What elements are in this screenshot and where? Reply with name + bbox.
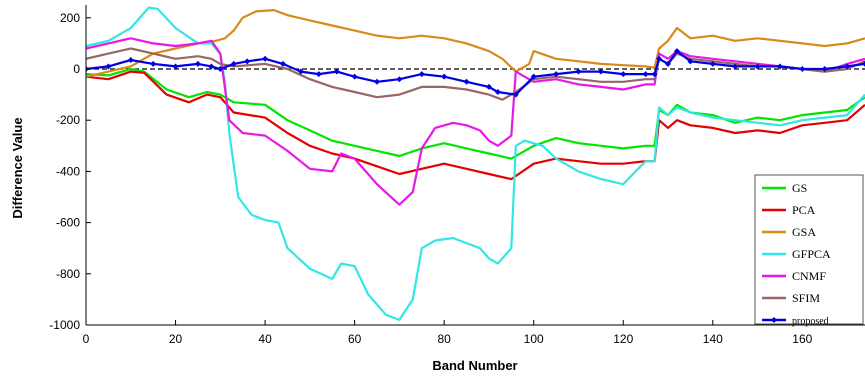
data-point-marker (279, 60, 286, 67)
y-axis-title: Difference Value (10, 117, 25, 218)
series-proposed (86, 48, 865, 98)
series-line-gfpca (86, 6, 865, 321)
data-point-marker (673, 48, 680, 55)
x-tick-label: 60 (348, 332, 362, 346)
data-point-marker (315, 71, 322, 78)
data-point-marker (194, 60, 201, 67)
legend-label-gsa: GSA (792, 225, 816, 239)
data-point-marker (396, 76, 403, 83)
data-point-marker (208, 63, 215, 70)
x-tick-label: 0 (83, 332, 90, 346)
x-tick-label: 80 (437, 332, 451, 346)
x-ticks: 0 20 40 60 80 100 120 140 160 (83, 320, 813, 346)
legend: GS PCA GSA GFPCA CNMF SFIM proposed (754, 174, 864, 327)
data-point-marker (553, 71, 560, 78)
series-gs (86, 67, 865, 160)
data-point-marker (665, 60, 672, 67)
y-tick-label: -600 (56, 216, 80, 230)
data-point-marker (230, 60, 237, 67)
x-axis-title: Band Number (432, 358, 517, 373)
data-point-marker (463, 78, 470, 85)
data-point-marker (150, 60, 157, 67)
data-point-marker (776, 63, 783, 70)
data-point-marker (127, 57, 134, 64)
data-point-marker (821, 66, 828, 72)
legend-label-pca: PCA (792, 203, 816, 217)
series-gfpca (86, 6, 865, 321)
series-layer (86, 6, 865, 321)
data-point-marker (732, 63, 739, 70)
y-tick-label: -200 (56, 113, 80, 127)
legend-label-cnmf: CNMF (792, 269, 826, 283)
data-point-marker (709, 60, 716, 67)
y-ticks: 200 0 -200 -400 -600 -800 -1000 (49, 11, 91, 332)
data-point-marker (651, 71, 658, 78)
data-point-marker (620, 71, 627, 78)
data-point-marker (351, 73, 358, 80)
x-tick-label: 20 (169, 332, 183, 346)
x-tick-label: 100 (524, 332, 544, 346)
data-point-marker (485, 83, 492, 90)
data-point-marker (374, 78, 381, 85)
data-point-marker (687, 58, 694, 65)
x-tick-label: 140 (703, 332, 723, 346)
data-point-marker (441, 73, 448, 80)
series-line-gsa (86, 9, 865, 78)
data-point-marker (494, 89, 501, 96)
axes-layer (85, 5, 865, 326)
data-point-marker (862, 60, 865, 67)
legend-label-gfpca: GFPCA (792, 247, 831, 261)
data-point-marker (575, 68, 582, 75)
data-point-marker (597, 68, 604, 75)
y-tick-label: 0 (73, 62, 80, 76)
series-line-pca (86, 70, 865, 181)
data-point-marker (656, 55, 663, 62)
legend-label-sfim: SFIM (792, 291, 820, 305)
x-tick-label: 40 (258, 332, 272, 346)
y-tick-label: -1000 (49, 318, 80, 332)
data-point-marker (217, 66, 224, 72)
data-point-marker (297, 68, 304, 75)
data-point-marker (244, 58, 251, 65)
legend-label-gs: GS (792, 181, 807, 195)
x-tick-label: 160 (792, 332, 812, 346)
y-tick-label: 200 (60, 11, 80, 25)
data-point-marker (333, 68, 340, 75)
data-point-marker (754, 63, 761, 70)
series-line-gs (86, 67, 865, 160)
series-line-cnmf (86, 37, 865, 206)
y-tick-label: -800 (56, 267, 80, 281)
series-gsa (86, 9, 865, 78)
data-point-marker (844, 63, 851, 70)
x-tick-label: 120 (613, 332, 633, 346)
series-cnmf (86, 37, 865, 206)
data-point-marker (418, 71, 425, 78)
data-point-marker (262, 55, 269, 62)
data-point-marker (105, 63, 112, 70)
data-point-marker (172, 63, 179, 70)
series-sfim (86, 47, 865, 101)
series-pca (86, 70, 865, 181)
data-point-marker (512, 91, 519, 98)
series-line-sfim (86, 47, 865, 101)
data-point-marker (799, 66, 806, 72)
data-point-marker (642, 71, 649, 78)
legend-label-proposed: proposed (792, 316, 829, 327)
y-tick-label: -400 (56, 164, 80, 178)
legend-marker (771, 317, 777, 323)
data-point-marker (530, 73, 537, 80)
